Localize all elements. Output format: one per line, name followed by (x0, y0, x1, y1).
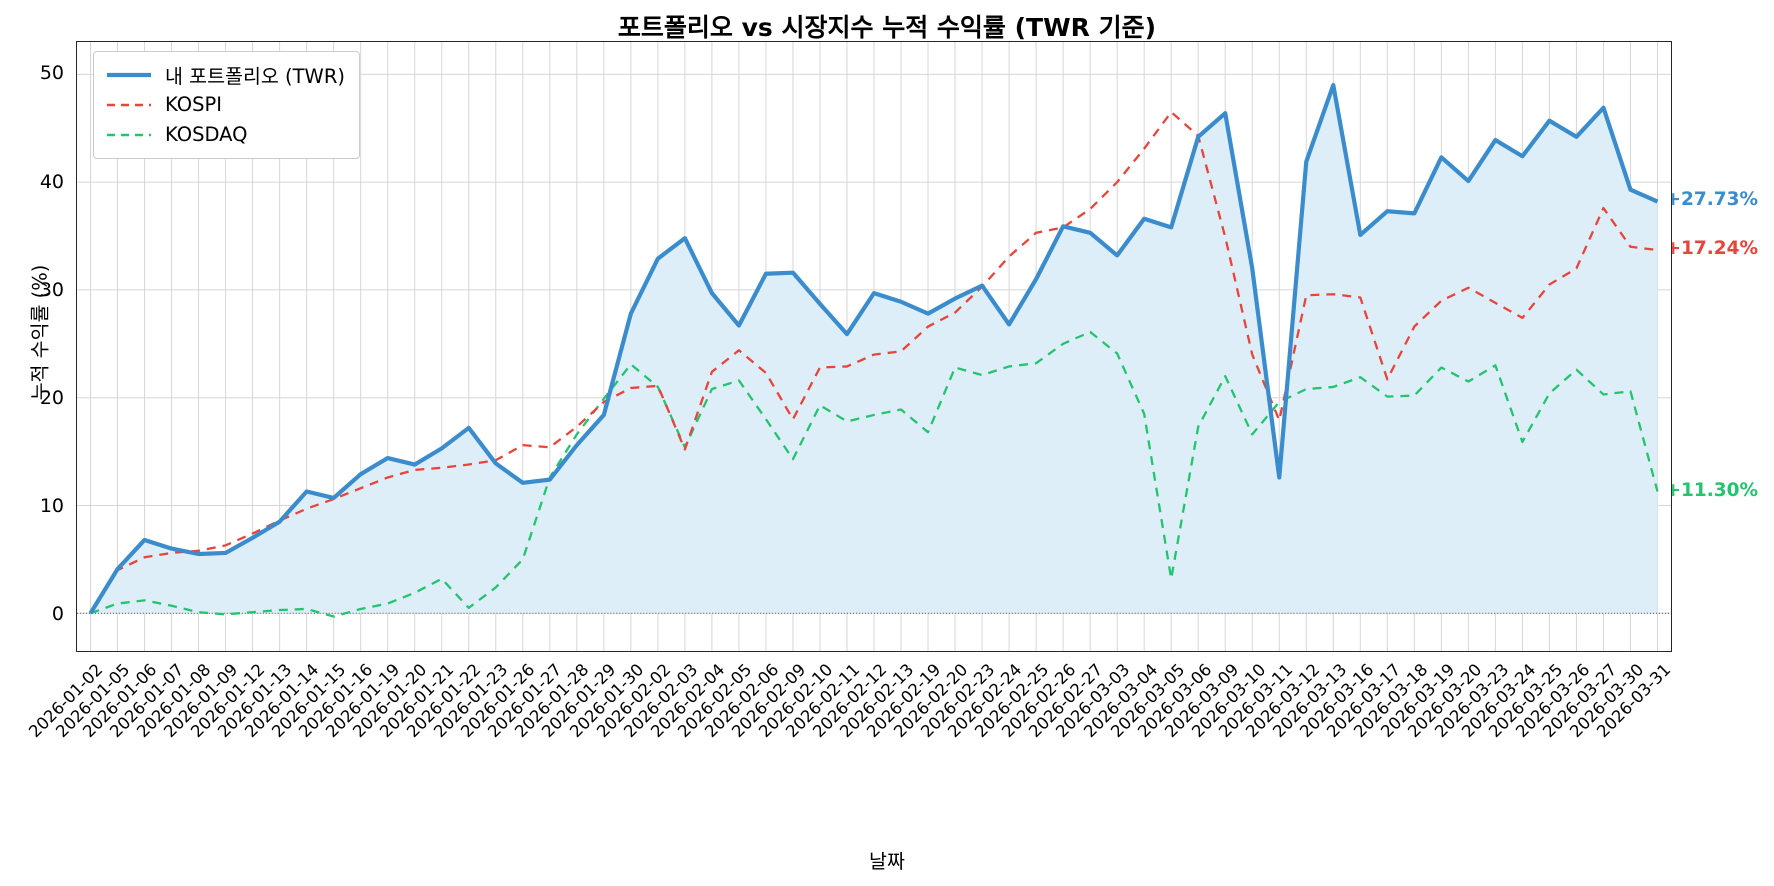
legend-label: KOSDAQ (165, 122, 248, 146)
series-end-label: +27.73% (1665, 189, 1759, 211)
legend-item-1[interactable]: KOSPI (106, 89, 345, 119)
y-tick-label: 40 (39, 170, 64, 193)
legend-swatch-icon (106, 97, 152, 111)
y-tick-label: 20 (39, 386, 64, 409)
y-tick-label: 30 (39, 278, 64, 301)
y-tick-label: 50 (39, 62, 64, 85)
series-line-2 (90, 330, 1659, 618)
portfolio-area-fill (90, 85, 1658, 614)
legend-label: 내 포트폴리오 (TWR) (165, 64, 345, 88)
x-axis-label: 날짜 (869, 850, 905, 873)
y-tick-label: 10 (39, 495, 64, 517)
chart-title: 포트폴리오 vs 시장지수 누적 수익률 (TWR 기준) (617, 13, 1157, 42)
legend-label: KOSPI (165, 92, 222, 116)
legend-item-2[interactable]: KOSDAQ (106, 119, 345, 149)
plot-area (76, 41, 1672, 652)
series-end-label: +17.24% (1665, 237, 1759, 259)
series-end-label: +11.30% (1665, 479, 1759, 501)
series-line-0 (88, 83, 1659, 615)
legend-swatch-icon (106, 67, 152, 81)
chart-legend: 내 포트폴리오 (TWR) KOSPI KOSDAQ (93, 51, 360, 159)
legend-swatch-icon (106, 127, 152, 141)
legend-item-0[interactable]: 내 포트폴리오 (TWR) (106, 59, 345, 89)
series-line-1 (89, 110, 1658, 614)
y-tick-label: 0 (51, 603, 64, 626)
